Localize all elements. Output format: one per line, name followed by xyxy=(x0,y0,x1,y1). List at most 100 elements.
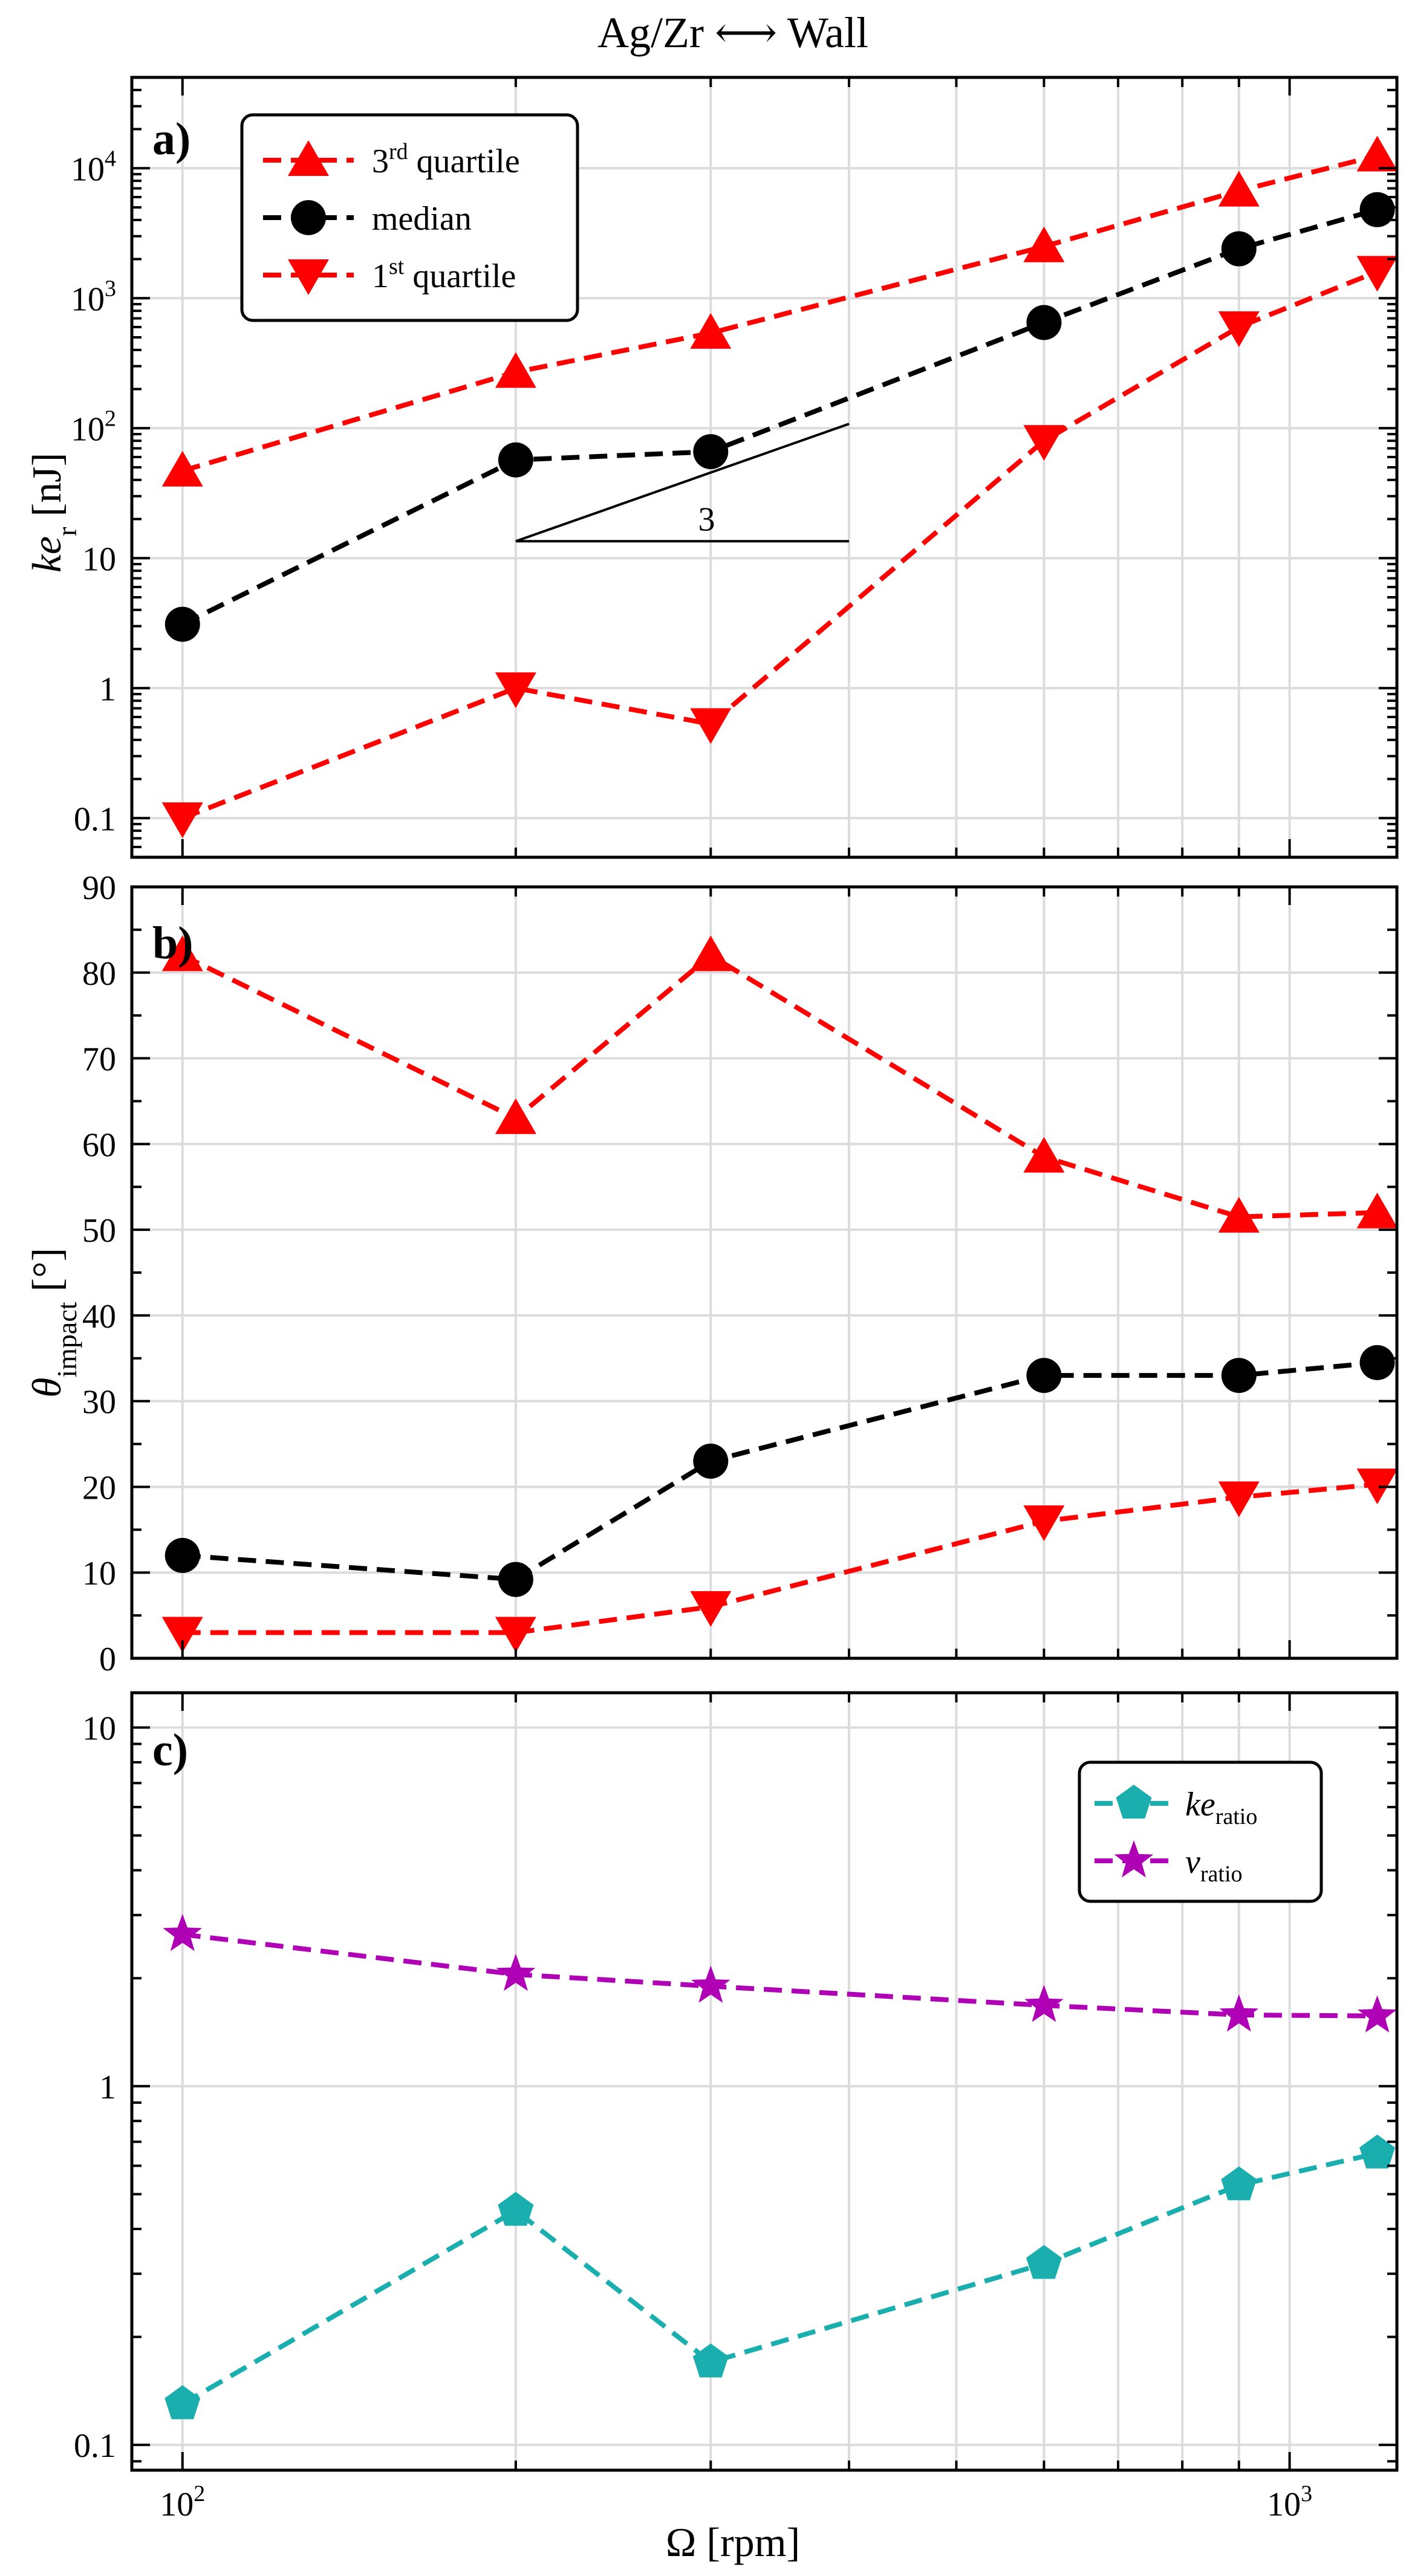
data-point-1st-quartile xyxy=(1356,1468,1398,1505)
data-point-1st-quartile xyxy=(1023,425,1065,461)
data-point-ke_ratio xyxy=(498,2192,534,2226)
data-point-v_ratio xyxy=(691,1965,730,2003)
panel-b-ytick-label: 0 xyxy=(99,1641,116,1678)
data-point-v_ratio xyxy=(496,1953,536,1991)
panel-a-series xyxy=(161,135,1398,839)
data-point-1st-quartile xyxy=(1023,1505,1065,1542)
x-tick-labels: 102 103 xyxy=(160,2481,1312,2523)
series-line-3rd-quartile xyxy=(181,153,1378,473)
panel-a-ytick-label: 1 xyxy=(99,670,116,708)
panel-c-y-ticks: 0.1 1 10 xyxy=(74,1693,1397,2470)
data-point-v_ratio xyxy=(1219,1994,1259,2032)
legend-marker xyxy=(1116,1785,1152,1819)
legend-label: keratio xyxy=(1185,1786,1257,1829)
series-line-1st-quartile xyxy=(181,269,1379,821)
data-point-median xyxy=(1026,1358,1062,1393)
slope-annotation: 3 xyxy=(515,423,850,543)
legend-label: median xyxy=(372,200,472,238)
legend-entry: median xyxy=(263,200,472,238)
series-line-v_ratio xyxy=(182,1932,1378,2019)
legend-label: vratio xyxy=(1185,1843,1243,1887)
data-point-ke_ratio xyxy=(1221,2166,1257,2201)
panel-c-legend: keratio vratio xyxy=(1078,1760,1323,1903)
slope-hypotenuse-line xyxy=(515,423,850,543)
legend-marker xyxy=(288,259,329,295)
data-point-1st-quartile xyxy=(161,802,203,839)
series-line-median xyxy=(181,207,1378,627)
data-point-3rd-quartile xyxy=(1356,135,1398,172)
panel-b-ytick-label: 20 xyxy=(82,1469,116,1507)
data-point-3rd-quartile xyxy=(495,352,536,388)
panel-c-series xyxy=(163,1913,1397,2419)
panel-a-frame xyxy=(130,76,1399,859)
panel-a-ytick-label: 102 xyxy=(71,406,116,448)
data-point-3rd-quartile xyxy=(1023,1137,1065,1173)
data-point-1st-quartile xyxy=(495,672,536,709)
data-point-median xyxy=(693,1443,729,1479)
data-point-1st-quartile xyxy=(690,708,732,744)
panel-c-ytick-label: 10 xyxy=(82,1710,116,1747)
panel-b-grid xyxy=(132,886,1397,1659)
panel-c-frame xyxy=(130,1691,1399,2472)
panel-b-ytick-label: 60 xyxy=(82,1126,116,1164)
data-point-ke_ratio xyxy=(692,2343,729,2378)
data-point-v_ratio xyxy=(1024,1985,1064,2022)
data-point-3rd-quartile xyxy=(495,1098,536,1134)
panel-a-y-ticks: 0.1 1 10 102 103 104 xyxy=(71,76,1397,858)
data-point-3rd-quartile xyxy=(161,450,203,487)
legend-marker xyxy=(291,200,326,235)
panel-c-label: c) xyxy=(152,1725,188,1776)
data-point-1st-quartile xyxy=(1218,1481,1260,1517)
data-point-3rd-quartile xyxy=(690,935,732,972)
slope-label: 3 xyxy=(698,501,715,538)
data-point-1st-quartile xyxy=(1356,256,1398,292)
data-point-median xyxy=(164,1537,200,1573)
legend-box xyxy=(240,113,579,322)
panel-b-ytick-label: 30 xyxy=(82,1384,116,1421)
data-point-3rd-quartile xyxy=(1356,1192,1398,1228)
panel-a-label: a) xyxy=(152,114,190,164)
panel-b-ytick-label: 80 xyxy=(82,955,116,993)
panel-b-ytick-label: 10 xyxy=(82,1555,116,1592)
data-point-1st-quartile xyxy=(495,1617,536,1653)
data-point-ke_ratio xyxy=(164,2385,201,2419)
chart-title: Ag/Zr ⟷ Wall xyxy=(597,8,868,57)
panel-b-y-ticks: 0 10 20 30 40 50 60 70 80 90 xyxy=(82,869,1397,1678)
series-line-3rd-quartile xyxy=(181,952,1378,1219)
panel-b-frame xyxy=(130,885,1399,1660)
legend-label: 3rd quartile xyxy=(372,139,520,180)
legend-marker xyxy=(1114,1840,1154,1878)
legend-entry: 3rd quartile xyxy=(263,139,520,180)
panel-c-ytick-label: 1 xyxy=(99,2069,116,2106)
data-point-median xyxy=(164,606,200,642)
data-point-v_ratio xyxy=(1358,1995,1397,2033)
panel-a-grid xyxy=(132,77,1397,857)
panel-c: 0.1 1 10 c) keratio vratio xyxy=(74,1691,1399,2472)
data-point-median xyxy=(1221,1358,1257,1393)
legend-marker xyxy=(288,140,329,176)
panel-a: 3 0.1 1 10 102 103 104 a) 3rd quartile median 1… xyxy=(24,76,1399,859)
x-axis-label: Ω [rpm] xyxy=(666,2519,800,2565)
panel-a-ytick-label: 104 xyxy=(71,146,116,188)
panel-a-ytick-label: 10 xyxy=(82,540,116,578)
series-line-1st-quartile xyxy=(182,1482,1378,1635)
panel-b-ylabel: θimpact [°] xyxy=(24,1248,82,1398)
panel-c-grid xyxy=(132,1693,1397,2470)
panel-b-ytick-label: 40 xyxy=(82,1298,116,1335)
series-line-ke_ratio xyxy=(181,2150,1378,2406)
data-point-median xyxy=(1221,231,1257,267)
data-point-3rd-quartile xyxy=(690,313,732,349)
legend-entry: vratio xyxy=(1095,1840,1243,1887)
data-point-1st-quartile xyxy=(690,1591,732,1627)
legend-label: 1st quartile xyxy=(372,254,516,295)
series-line-median xyxy=(182,1360,1378,1582)
panel-a-ytick-label: 0.1 xyxy=(74,800,116,838)
data-point-1st-quartile xyxy=(1218,311,1260,347)
panel-b: 0 10 20 30 40 50 60 70 80 90 b) θimpact [°] xyxy=(24,869,1399,1678)
data-point-3rd-quartile xyxy=(1023,226,1065,262)
legend-entry: keratio xyxy=(1095,1785,1257,1829)
panel-a-legend: 3rd quartile median 1st quartile xyxy=(240,113,579,322)
data-point-median xyxy=(498,442,533,478)
panel-c-ytick-label: 0.1 xyxy=(74,2427,116,2465)
